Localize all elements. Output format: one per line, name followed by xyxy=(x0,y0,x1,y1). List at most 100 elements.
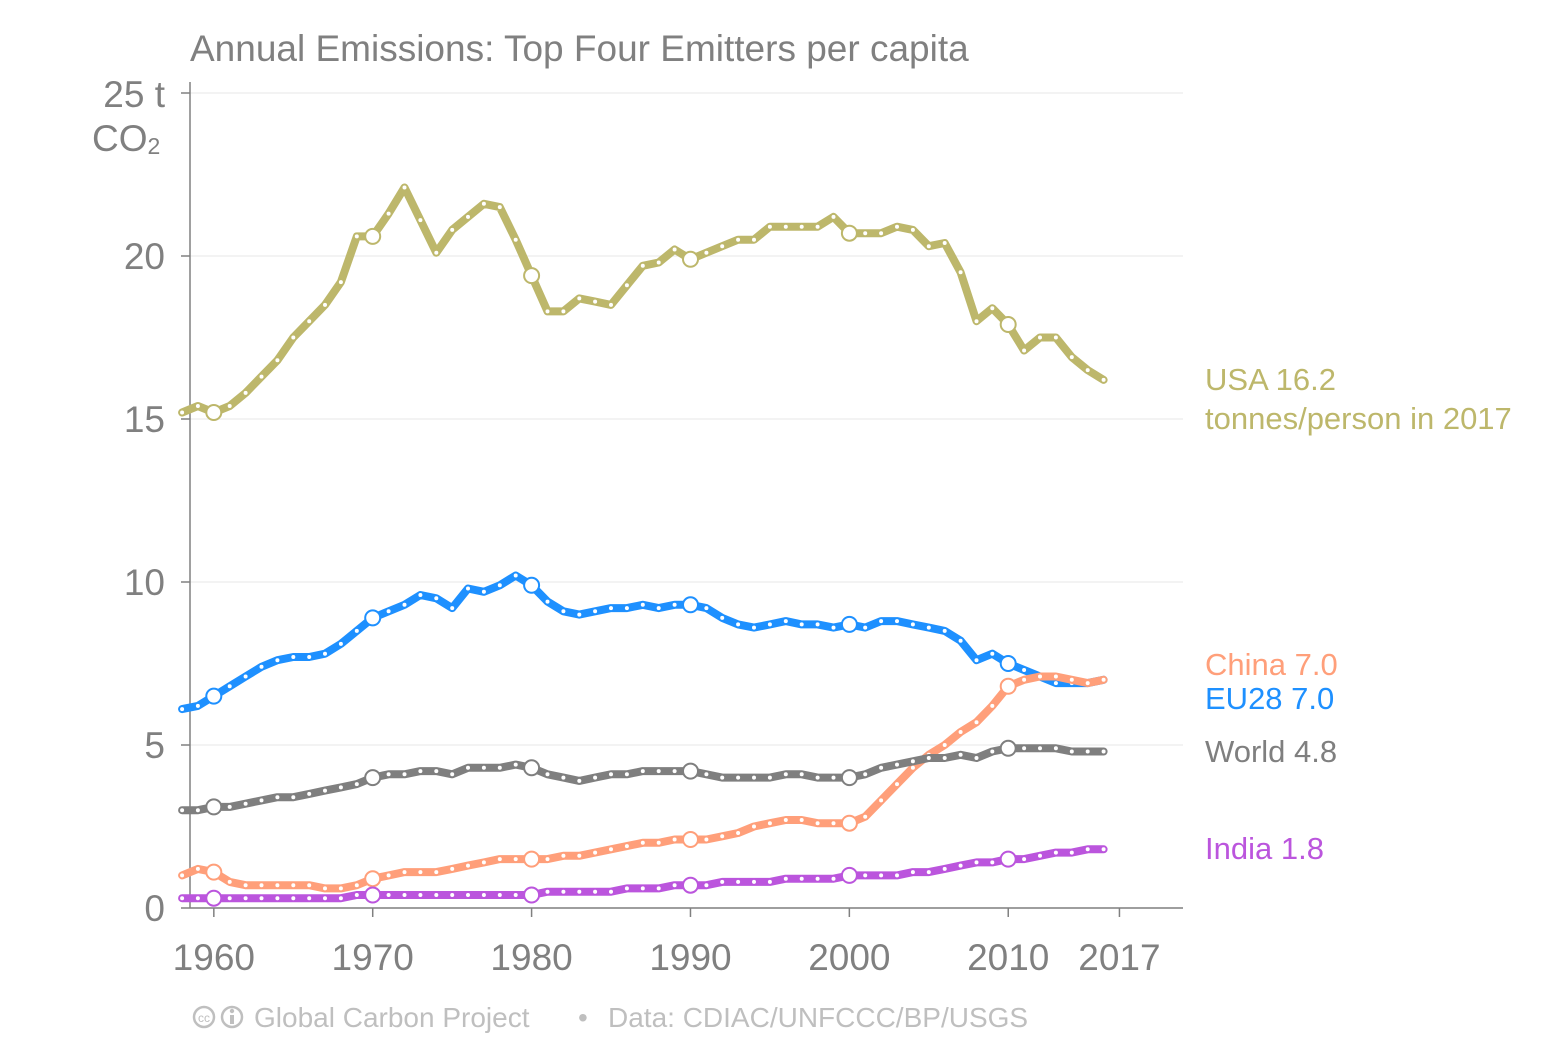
data-point xyxy=(354,883,359,888)
data-point xyxy=(799,818,804,822)
data-point xyxy=(1038,674,1042,679)
data-point xyxy=(402,772,407,777)
data-point xyxy=(418,893,423,897)
decade-marker xyxy=(682,596,699,614)
data-point xyxy=(672,602,677,607)
label-india: India 1.8 xyxy=(1205,831,1324,866)
data-point xyxy=(481,893,486,897)
data-point xyxy=(752,775,756,780)
data-point xyxy=(640,769,645,774)
data-point xyxy=(752,824,756,829)
data-point xyxy=(466,214,470,219)
data-point xyxy=(1069,749,1074,754)
data-point xyxy=(799,622,804,627)
series-lines xyxy=(178,183,1108,907)
data-point xyxy=(513,893,518,897)
data-point xyxy=(338,280,343,285)
decade-marker xyxy=(840,615,858,633)
data-point xyxy=(1053,335,1058,340)
data-point xyxy=(624,606,629,611)
data-point xyxy=(926,756,931,760)
data-point xyxy=(402,870,407,875)
data-point xyxy=(307,655,312,659)
data-point xyxy=(481,765,486,770)
data-point xyxy=(466,863,470,868)
data-point xyxy=(307,319,312,324)
data-point xyxy=(338,641,343,646)
data-point xyxy=(307,791,312,796)
data-point xyxy=(386,873,391,878)
data-point xyxy=(513,573,518,578)
decade-marker xyxy=(205,863,223,881)
data-point xyxy=(736,775,741,780)
data-point xyxy=(704,606,709,611)
data-point xyxy=(815,876,820,881)
data-point xyxy=(561,853,566,858)
data-point xyxy=(497,765,502,770)
data-point xyxy=(1022,668,1027,672)
data-point xyxy=(1038,335,1042,340)
data-point xyxy=(1101,377,1106,382)
data-point xyxy=(481,589,486,594)
series-line-china xyxy=(178,672,1108,893)
y-axis-label-co2: CO2 xyxy=(92,118,160,159)
data-point xyxy=(910,759,915,764)
data-point xyxy=(593,609,598,614)
data-point xyxy=(783,818,788,822)
label-usa: USA 16.2 xyxy=(1205,362,1336,397)
data-point xyxy=(910,870,915,875)
data-point xyxy=(926,870,931,875)
x-tick-label: 2010 xyxy=(967,937,1049,978)
data-point xyxy=(513,857,518,862)
decade-marker xyxy=(682,876,699,894)
x-tick-label: 1990 xyxy=(649,937,731,978)
data-point xyxy=(180,707,185,712)
data-point xyxy=(195,808,200,813)
label-world: World 4.8 xyxy=(1205,734,1337,769)
data-point xyxy=(942,756,947,760)
data-point xyxy=(1053,674,1058,679)
data-point xyxy=(227,879,232,884)
data-point xyxy=(767,224,772,229)
data-point xyxy=(815,821,820,826)
series-line-eu28 xyxy=(178,571,1108,714)
data-point xyxy=(1053,850,1058,855)
data-point xyxy=(720,244,725,249)
data-point xyxy=(402,893,407,897)
data-point xyxy=(831,876,836,881)
data-point xyxy=(783,876,788,881)
data-point xyxy=(609,606,613,611)
data-point xyxy=(180,896,185,901)
data-point xyxy=(593,850,598,855)
decade-marker xyxy=(364,227,382,245)
data-point xyxy=(561,309,566,314)
y-axis-label-unit: 25 t xyxy=(103,74,165,115)
data-point xyxy=(672,247,677,252)
data-point xyxy=(259,374,264,379)
data-point xyxy=(1085,847,1090,852)
series-labels: USA 16.2 tonnes/person in 2017 China 7.0… xyxy=(1205,362,1512,866)
data-point xyxy=(195,404,200,408)
decade-marker xyxy=(840,224,858,242)
data-point xyxy=(783,619,788,624)
series-world xyxy=(178,739,1108,816)
data-point xyxy=(831,625,836,630)
data-point xyxy=(990,651,995,656)
data-point xyxy=(1085,681,1090,686)
decade-marker xyxy=(364,609,382,627)
data-point xyxy=(513,237,518,242)
data-point xyxy=(831,821,836,826)
data-point xyxy=(577,778,582,783)
data-point xyxy=(942,866,947,871)
decade-marker xyxy=(523,886,541,904)
chart-title: Annual Emissions: Top Four Emitters per … xyxy=(190,28,969,69)
decade-marker xyxy=(523,267,541,285)
label-eu28: EU28 7.0 xyxy=(1205,681,1334,716)
data-point xyxy=(1069,677,1074,682)
data-point xyxy=(910,622,915,627)
data-point xyxy=(323,886,327,891)
data-point xyxy=(1101,749,1106,754)
decade-marker xyxy=(364,870,382,888)
data-point xyxy=(577,612,582,617)
decade-marker xyxy=(364,769,382,787)
